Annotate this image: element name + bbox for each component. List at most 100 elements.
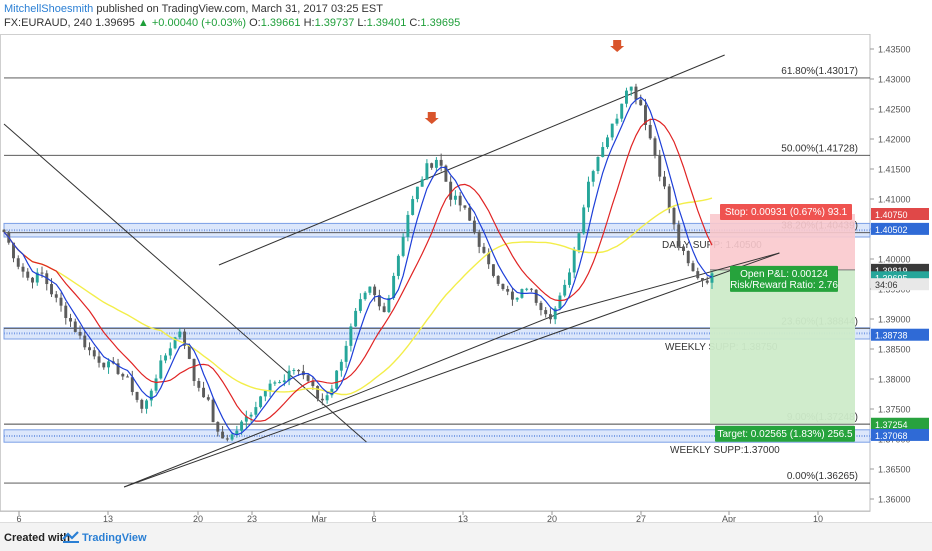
tradingview-brand[interactable]: TradingView (82, 532, 147, 544)
candle-body (625, 90, 628, 104)
author-link[interactable]: MitchellShoesmith (4, 3, 94, 15)
candle-body (696, 271, 700, 279)
ma-yellow-line (3, 197, 713, 396)
y-tick-label: 1.41500 (878, 165, 911, 175)
candle-body (164, 355, 168, 361)
price-change: +0.00040 (+0.03%) (151, 17, 247, 29)
price-axis-tag-label: 1.40750 (875, 210, 908, 220)
price-axis-tag-label: 1.39819 (875, 266, 908, 276)
up-arrow-icon: ▲ (137, 17, 149, 29)
candle-body (135, 391, 139, 400)
candle-body (515, 297, 519, 300)
candle-body (149, 390, 153, 401)
candle-body (21, 266, 25, 272)
candle-body (672, 207, 676, 225)
candle-body (292, 370, 296, 372)
low-label: L: (357, 17, 367, 29)
candle-body (26, 271, 30, 278)
channel-bottom-line (123, 252, 780, 488)
ohlc-line: FX:EURAUD, 240 1.39695 ▲ +0.00040 (+0.03… (4, 17, 460, 29)
candle-body (534, 289, 538, 303)
stop-label: Stop: 0.00931 (0.67%) 93.1 (725, 207, 848, 218)
down-arrow-icon (610, 40, 625, 52)
candle-body (59, 297, 63, 306)
candle-body (648, 124, 652, 139)
candle-body (202, 387, 206, 398)
candle-body (116, 363, 120, 374)
price-axis-tag-label: 1.37254 (875, 420, 908, 430)
candle-body (259, 396, 263, 408)
candle-body (240, 421, 244, 431)
candle-body (254, 407, 258, 415)
candle-body (121, 373, 125, 377)
candle-body (634, 86, 638, 100)
x-tick-label: Mar (311, 514, 327, 522)
price-axis-tag (871, 417, 929, 430)
candle-body (54, 294, 58, 298)
candle-body (249, 414, 253, 417)
stop-zone (710, 214, 855, 270)
x-tick-label: 13 (458, 514, 468, 522)
ma-red-line (3, 118, 713, 422)
candle-body (92, 350, 96, 357)
candle-body (677, 224, 681, 247)
candle-body (126, 376, 130, 378)
footer-bar: Created with TradingView (0, 522, 932, 551)
candle-body (710, 273, 714, 283)
candle-body (449, 181, 453, 200)
candle-body (2, 229, 6, 233)
candle-body (487, 252, 491, 265)
candle-body (12, 242, 15, 259)
candle-body (225, 438, 229, 440)
candle-body (145, 400, 149, 409)
candle-body (130, 377, 134, 392)
high-label: H: (303, 17, 315, 29)
candle-body (35, 272, 39, 283)
candle-body (197, 381, 201, 388)
candle-body (216, 422, 220, 432)
candle-body (558, 295, 562, 309)
candle-body (577, 233, 581, 250)
candle-body (83, 335, 87, 348)
candle-body (178, 331, 182, 338)
price-axis-tag-label: 1.37068 (875, 431, 908, 441)
candle-body (658, 155, 662, 177)
candle-body (691, 263, 695, 272)
candle-body (69, 318, 72, 322)
candle-body (192, 358, 196, 382)
candle-body (320, 398, 324, 401)
fib-level-label: 0.00%(1.36265) (787, 471, 858, 482)
price-axis-tag (871, 208, 929, 220)
candle-body (335, 370, 339, 389)
candle-body (468, 207, 472, 221)
candle-body (73, 321, 77, 332)
candle-body (387, 297, 391, 313)
fib-level-label: 61.80%(1.43017) (781, 66, 858, 77)
price-chart[interactable]: 1.43500 1.43000 1.42500 1.42000 1.41500 1.410… (0, 34, 932, 522)
price-axis-tag (871, 222, 929, 235)
symbol-label: FX:EURAUD, 240 (4, 17, 93, 29)
price-axis-tag-label: 1.40502 (875, 225, 908, 235)
ascending-channel-line-2 (560, 252, 780, 314)
published-text: published on TradingView.com, March 31, … (96, 3, 383, 15)
y-tick-label: 1.38000 (878, 375, 911, 385)
candle-body (16, 258, 20, 267)
candle-body (40, 272, 44, 274)
candle-body (344, 345, 348, 362)
candle-body (586, 181, 590, 208)
low-value: 1.39401 (366, 17, 407, 29)
candle-body (701, 278, 704, 281)
pnl-label-bg (730, 265, 838, 292)
publish-line: MitchellShoesmith published on TradingVi… (4, 3, 383, 15)
candle-body (548, 314, 552, 320)
candle-body (382, 306, 386, 313)
open-label: O: (249, 17, 261, 29)
stop-label-bg (720, 204, 852, 220)
candle-body (173, 337, 177, 349)
candle-body (463, 205, 467, 208)
candle-body (482, 246, 486, 253)
candle-body (64, 305, 68, 319)
candle-body (501, 283, 505, 290)
chart-header: MitchellShoesmith published on TradingVi… (0, 0, 932, 34)
x-tick-label: 6 (371, 514, 376, 522)
